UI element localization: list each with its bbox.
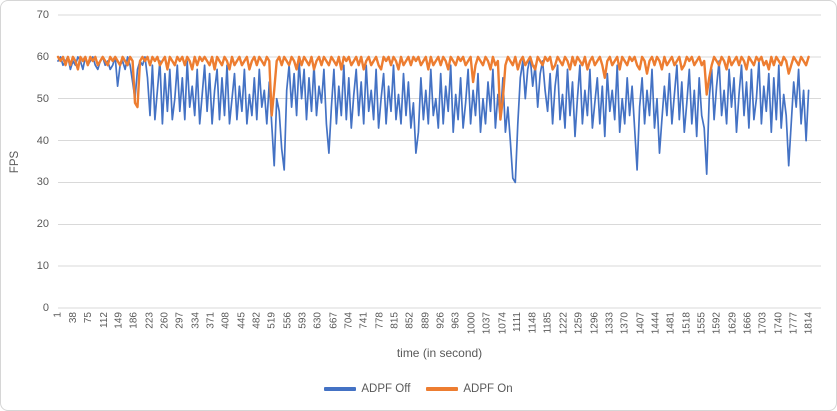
x-tick-label: 1296: [588, 312, 600, 335]
y-tick-label: 30: [36, 176, 49, 189]
x-tick-label: 1037: [481, 312, 493, 335]
x-tick-label: 408: [221, 312, 233, 329]
x-tick-label: 38: [67, 312, 79, 324]
x-tick-label: 1222: [558, 312, 570, 335]
x-axis-title: time (in second): [396, 346, 483, 360]
x-tick-label: 297: [175, 312, 187, 329]
x-tick-label: 963: [450, 312, 462, 329]
legend-swatch-adpf-off: [324, 387, 357, 391]
x-tick-label: 1185: [542, 312, 554, 334]
y-tick-label: 10: [36, 260, 49, 273]
x-tick-label: 926: [435, 312, 447, 329]
x-tick-label: 1518: [680, 312, 692, 335]
x-tick-label: 223: [144, 312, 156, 329]
x-tick-label: 1629: [726, 312, 738, 335]
legend-label-adpf-on: ADPF On: [463, 383, 513, 395]
x-tick-label: 1740: [772, 312, 784, 335]
series-line-adpf-on: [56, 55, 810, 121]
x-tick-label: 149: [113, 312, 125, 329]
x-tick-label: 186: [129, 312, 141, 329]
x-tick-label: 445: [236, 312, 248, 329]
x-tick-label: 704: [343, 312, 355, 329]
legend: ADPF Off ADPF On: [1, 381, 836, 397]
x-tick-label: 1555: [696, 312, 708, 335]
x-tick-label: 260: [159, 312, 171, 329]
x-tick-label: 815: [389, 312, 401, 329]
x-tick-label: 1370: [619, 312, 631, 335]
x-tick-label: 778: [374, 312, 386, 329]
legend-item-adpf-on: ADPF On: [426, 383, 513, 395]
x-tick-label: 1111: [512, 312, 524, 333]
x-tick-label: 630: [313, 312, 325, 329]
y-axis-title: FPS: [9, 150, 21, 174]
x-tick-label: 1592: [711, 312, 723, 335]
y-tick-label: 60: [36, 50, 49, 63]
y-tick-label: 20: [36, 218, 49, 231]
x-tick-label: 889: [420, 312, 432, 329]
legend-label-adpf-off: ADPF Off: [361, 383, 411, 395]
legend-item-adpf-off: ADPF Off: [324, 383, 410, 395]
x-tick-label: 556: [282, 312, 294, 329]
x-tick-label: 482: [251, 312, 263, 329]
x-tick-label: 1666: [742, 312, 754, 335]
x-tick-label: 371: [205, 312, 217, 329]
x-tick-label: 1444: [650, 312, 662, 335]
x-tick-label: 1333: [604, 312, 616, 335]
chart-plot-svg: [56, 14, 821, 309]
x-tick-label: 593: [297, 312, 309, 329]
x-tick-label: 852: [405, 312, 416, 329]
x-tick-label: 1074: [496, 312, 508, 335]
x-tick-label: 1407: [634, 312, 646, 335]
x-tick-label: 519: [267, 312, 279, 329]
x-tick-label: 334: [190, 312, 202, 329]
y-tick-label: 40: [36, 134, 49, 147]
x-tick-label: 1814: [803, 312, 815, 335]
y-tick-label: 70: [36, 9, 49, 21]
x-tick-label: 75: [83, 312, 95, 324]
x-tick-label: 112: [98, 312, 110, 328]
x-tick-label: 1000: [466, 312, 478, 335]
x-tick-label: 1481: [665, 312, 677, 335]
x-tick-label: 667: [328, 312, 340, 329]
x-tick-label: 1148: [527, 312, 539, 334]
x-tick-label: 1777: [788, 312, 800, 335]
legend-swatch-adpf-on: [426, 387, 459, 391]
y-tick-label: 0: [42, 302, 49, 314]
x-tick-label: 1: [52, 312, 64, 318]
x-tick-label: 1259: [573, 312, 585, 335]
series-line-adpf-off: [57, 56, 810, 184]
x-tick-label: 741: [359, 312, 371, 329]
y-tick-label: 50: [36, 92, 49, 105]
x-tick-label: 1703: [757, 312, 769, 335]
